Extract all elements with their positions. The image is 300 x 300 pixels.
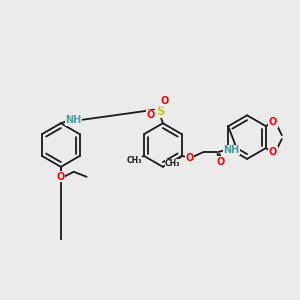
Text: CH₃: CH₃ (126, 156, 142, 165)
Text: O: O (186, 153, 194, 163)
Text: O: O (269, 117, 277, 127)
Text: CH₃: CH₃ (165, 159, 181, 168)
Text: NH: NH (66, 115, 82, 125)
Text: S: S (156, 105, 164, 118)
Text: O: O (216, 157, 224, 167)
Text: O: O (147, 110, 155, 120)
Text: O: O (161, 97, 169, 106)
Text: O: O (269, 147, 277, 157)
Text: O: O (57, 172, 65, 182)
Text: NH: NH (223, 145, 239, 155)
